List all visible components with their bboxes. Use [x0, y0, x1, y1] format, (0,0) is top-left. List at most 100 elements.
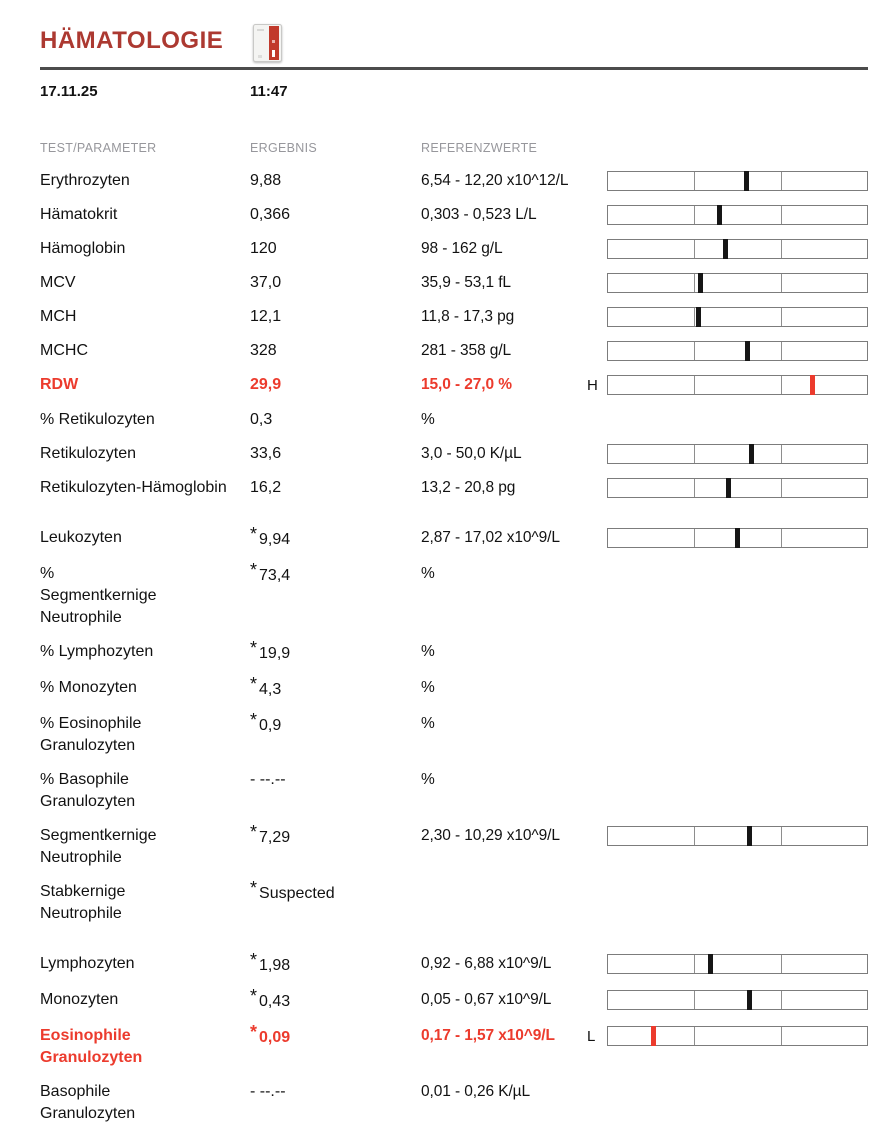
parameter-name: Erythrozyten [40, 172, 130, 189]
result-row: Basophile Granulozyten - --.-- 0,01 - 0,… [40, 1081, 868, 1137]
abnormal-flag [587, 204, 607, 205]
abnormal-flag [587, 825, 607, 826]
range-bar-cell [607, 306, 868, 327]
range-bar-cell [607, 477, 868, 498]
range-bar-divider [694, 240, 696, 258]
range-bar-divider [780, 827, 782, 845]
abnormal-star-icon: * [250, 560, 258, 580]
result-value: 37,0 [250, 274, 282, 291]
range-bar [607, 444, 868, 464]
range-bar-divider [694, 827, 696, 845]
parameter-name: Leukozyten [40, 529, 122, 546]
parameter-name: Lymphozyten [40, 955, 135, 972]
range-bar-divider [694, 274, 696, 292]
abnormal-flag [587, 443, 607, 444]
parameter-name: Segmentkernige Neutrophile [40, 827, 157, 866]
reference-range: % [421, 715, 435, 732]
page-title: HÄMATOLOGIE [40, 27, 224, 54]
range-bar [607, 205, 868, 225]
result-row: Retikulozyten 33,6 3,0 - 50,0 K/µL [40, 443, 868, 477]
abnormal-flag [587, 989, 607, 990]
result-value: - --.-- [250, 1083, 286, 1100]
abnormal-flag [587, 641, 607, 642]
abnormal-flag [587, 563, 607, 564]
column-header-reference: REFERENZWERTE [421, 141, 538, 155]
range-bar-divider [694, 479, 696, 497]
result-value: 12,1 [250, 308, 282, 325]
range-bar-divider [780, 308, 782, 326]
abnormal-star-icon: * [250, 986, 258, 1006]
range-bar [607, 528, 868, 548]
parameter-name: % Retikulozyten [40, 411, 155, 428]
abnormal-star-icon: * [250, 710, 258, 730]
reference-range: 0,01 - 0,26 K/µL [421, 1083, 531, 1100]
results-list: Erythrozyten 9,88 6,54 - 12,20 x10^12/L … [40, 170, 868, 1137]
range-bar-cell [607, 953, 868, 974]
range-bar-divider [780, 274, 782, 292]
range-bar-divider [694, 955, 696, 973]
parameter-name: % Monozyten [40, 679, 137, 696]
range-bar-divider [780, 342, 782, 360]
result-value: * 0,9 [250, 710, 282, 734]
range-bar-divider [694, 1027, 696, 1045]
reference-range: 13,2 - 20,8 pg [421, 479, 516, 496]
value-marker [650, 1026, 656, 1046]
range-bar [607, 171, 868, 191]
parameter-name: Hämatokrit [40, 206, 118, 223]
range-bar-cell [607, 238, 868, 259]
reference-range: 2,30 - 10,29 x10^9/L [421, 827, 560, 844]
result-value: * 0,43 [250, 986, 291, 1010]
abnormal-flag [587, 238, 607, 239]
result-value: 29,9 [250, 376, 282, 393]
result-row: MCHC 328 281 - 358 g/L [40, 340, 868, 374]
result-value: * 4,3 [250, 674, 282, 698]
parameter-name: MCH [40, 308, 77, 325]
reference-range: % [421, 411, 435, 428]
reference-range: 0,92 - 6,88 x10^9/L [421, 955, 552, 972]
abnormal-flag [587, 170, 607, 171]
range-bar-cell [607, 204, 868, 225]
reference-range: 281 - 358 g/L [421, 342, 512, 359]
reference-range: 0,05 - 0,67 x10^9/L [421, 991, 552, 1008]
result-value: 16,2 [250, 479, 282, 496]
parameter-name: % Basophile Granulozyten [40, 771, 136, 810]
result-row: Monozyten * 0,43 0,05 - 0,67 x10^9/L [40, 986, 868, 1025]
abnormal-flag [587, 340, 607, 341]
value-marker [698, 273, 704, 293]
parameter-name: Hämoglobin [40, 240, 126, 257]
reference-range: 0,303 - 0,523 L/L [421, 206, 537, 223]
abnormal-flag [587, 769, 607, 770]
reference-range: 2,87 - 17,02 x10^9/L [421, 529, 560, 546]
result-row: % Segmentkernige Neutrophile * 73,4 % [40, 560, 868, 641]
range-bar-divider [694, 342, 696, 360]
value-marker [748, 444, 754, 464]
range-bar-divider [694, 529, 696, 547]
range-bar-divider [780, 206, 782, 224]
range-bar-divider [694, 376, 696, 394]
parameter-name: Basophile Granulozyten [40, 1083, 136, 1122]
abnormal-flag: H [587, 377, 598, 394]
abnormal-flag: L [587, 1028, 596, 1045]
result-row: Erythrozyten 9,88 6,54 - 12,20 x10^12/L [40, 170, 868, 204]
result-value: * Suspected [250, 878, 335, 902]
abnormal-flag [587, 272, 607, 273]
abnormal-star-icon: * [250, 878, 258, 898]
abnormal-star-icon: * [250, 822, 258, 842]
reference-range: 0,17 - 1,57 x10^9/L [421, 1027, 555, 1044]
parameter-name: MCHC [40, 342, 88, 359]
reference-range: 98 - 162 g/L [421, 240, 503, 257]
abnormal-flag [587, 881, 607, 882]
section-header: HÄMATOLOGIE [40, 22, 868, 62]
range-bar-cell [607, 374, 868, 395]
range-bar-cell [607, 443, 868, 464]
result-row: % Eosinophile Granulozyten * 0,9 % [40, 710, 868, 769]
value-marker [722, 239, 728, 259]
analyzer-icon [253, 24, 283, 62]
result-row: MCH 12,1 11,8 - 17,3 pg [40, 306, 868, 340]
result-value: - --.-- [250, 771, 286, 788]
abnormal-flag [587, 677, 607, 678]
abnormal-star-icon: * [250, 950, 258, 970]
range-bar-cell [607, 825, 868, 846]
abnormal-flag [587, 1081, 607, 1082]
